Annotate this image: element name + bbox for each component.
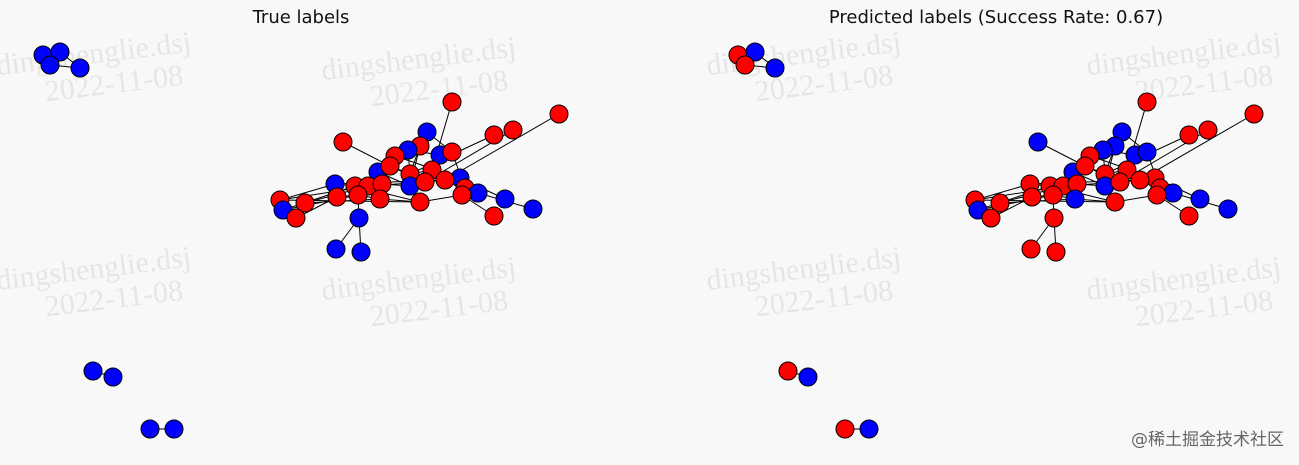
node bbox=[981, 208, 1001, 228]
node bbox=[484, 206, 504, 226]
node bbox=[103, 367, 123, 387]
node bbox=[327, 187, 347, 207]
node bbox=[549, 104, 569, 124]
node bbox=[435, 170, 455, 190]
node bbox=[735, 55, 755, 75]
node bbox=[348, 185, 368, 205]
node bbox=[415, 172, 435, 192]
node bbox=[990, 193, 1010, 213]
node bbox=[1021, 239, 1041, 259]
panel-title: True labels bbox=[252, 7, 350, 28]
node bbox=[1179, 125, 1199, 145]
node bbox=[70, 58, 90, 78]
node bbox=[351, 242, 371, 262]
panel-title: Predicted labels (Success Rate: 0.67) bbox=[829, 7, 1163, 28]
node bbox=[370, 189, 390, 209]
node bbox=[333, 132, 353, 152]
node bbox=[1244, 104, 1264, 124]
node bbox=[1110, 172, 1130, 192]
node bbox=[1065, 189, 1085, 209]
footer: @稀土掘金技术社区 bbox=[1131, 430, 1284, 450]
node bbox=[1198, 120, 1218, 140]
node bbox=[349, 208, 369, 228]
node bbox=[835, 419, 855, 439]
node bbox=[164, 419, 184, 439]
node bbox=[40, 55, 60, 75]
node bbox=[1075, 156, 1095, 176]
node bbox=[503, 120, 523, 140]
node bbox=[798, 367, 818, 387]
node bbox=[1137, 142, 1157, 162]
node bbox=[1105, 192, 1125, 212]
edge bbox=[444, 113, 560, 181]
node bbox=[83, 361, 103, 381]
node bbox=[1190, 189, 1210, 209]
nodes bbox=[33, 42, 1264, 439]
node bbox=[1028, 132, 1048, 152]
node bbox=[1179, 206, 1199, 226]
node bbox=[484, 125, 504, 145]
node bbox=[495, 189, 515, 209]
node bbox=[1046, 242, 1066, 262]
node bbox=[859, 419, 879, 439]
node bbox=[778, 361, 798, 381]
node bbox=[286, 208, 306, 228]
node bbox=[326, 239, 346, 259]
node bbox=[295, 193, 315, 213]
node bbox=[745, 42, 765, 62]
node bbox=[1218, 199, 1238, 219]
node bbox=[1022, 187, 1042, 207]
node bbox=[1043, 185, 1063, 205]
node bbox=[468, 183, 488, 203]
node bbox=[50, 42, 70, 62]
node bbox=[410, 192, 430, 212]
node bbox=[1137, 92, 1157, 112]
node bbox=[1147, 185, 1167, 205]
node bbox=[452, 185, 472, 205]
node bbox=[442, 142, 462, 162]
node bbox=[523, 199, 543, 219]
node bbox=[140, 419, 160, 439]
node bbox=[1163, 183, 1183, 203]
node bbox=[765, 58, 785, 78]
edge bbox=[279, 183, 336, 201]
node bbox=[380, 156, 400, 176]
node bbox=[442, 92, 462, 112]
node bbox=[1130, 170, 1150, 190]
edge bbox=[974, 183, 1031, 201]
edge bbox=[1139, 113, 1255, 181]
node bbox=[1044, 208, 1064, 228]
